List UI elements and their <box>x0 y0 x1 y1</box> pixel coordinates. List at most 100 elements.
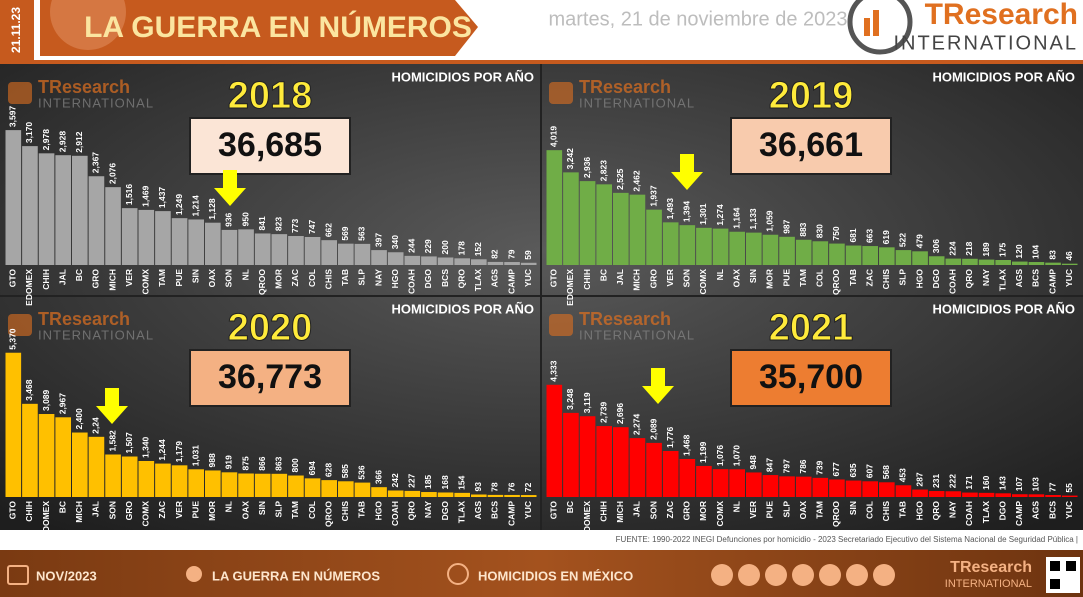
bar <box>1045 262 1061 265</box>
social-icon[interactable] <box>711 564 733 586</box>
value-label: 2,928 <box>57 131 67 153</box>
x-tick-label: COL <box>307 269 317 287</box>
pin-icon <box>186 566 202 582</box>
x-tick-label: CHIH <box>24 501 34 522</box>
x-tick-label: GTO <box>549 269 559 288</box>
value-label: 59 <box>523 250 533 260</box>
value-label: 1,076 <box>715 445 725 467</box>
social-icon[interactable] <box>765 564 787 586</box>
panel-logo-mark <box>549 314 573 336</box>
bar <box>171 465 188 497</box>
panel-logo-mark <box>8 314 32 336</box>
x-tick-label: GRO <box>648 269 658 289</box>
x-tick-label: PUE <box>781 269 791 287</box>
x-tick-label: COMX <box>715 501 725 527</box>
panel-logo-sub: INTERNATIONAL <box>38 95 154 110</box>
bar <box>238 473 254 497</box>
value-label: 2,967 <box>57 393 67 415</box>
bar <box>254 233 271 265</box>
value-label: 77 <box>1047 482 1057 492</box>
x-tick-label: TLAX <box>456 501 466 524</box>
bar <box>729 231 746 265</box>
x-tick-label: QROO <box>831 269 841 295</box>
x-tick-label: OAX <box>731 269 741 288</box>
value-label: 1,128 <box>207 198 217 220</box>
x-tick-label: JAL <box>91 501 101 517</box>
value-label: 662 <box>323 223 333 237</box>
value-label: 1,469 <box>141 185 151 207</box>
value-label: 2,24 <box>91 417 101 434</box>
social-icon[interactable] <box>819 564 841 586</box>
value-label: 453 <box>898 468 908 482</box>
x-tick-label: NL <box>224 501 234 512</box>
x-tick-label: MOR <box>274 269 284 289</box>
value-label: 1,179 <box>174 441 184 463</box>
social-icon[interactable] <box>738 564 760 586</box>
bar <box>862 481 879 497</box>
x-tick-label: SON <box>648 501 658 519</box>
value-label: 120 <box>1014 244 1024 258</box>
x-tick-label: ZAC <box>665 501 675 518</box>
x-tick-label: TAB <box>898 501 908 518</box>
value-label: 2,400 <box>74 408 84 430</box>
x-tick-label: HGO <box>390 269 400 289</box>
footer-series: LA GUERRA EN NÚMEROS <box>212 568 380 583</box>
bar <box>546 384 563 497</box>
x-tick-label: SLP <box>274 501 284 518</box>
x-tick-label: MOR <box>207 501 217 521</box>
bar <box>5 352 22 497</box>
value-label: 522 <box>898 233 908 247</box>
x-tick-label: TAM <box>798 269 808 287</box>
panel-logo-mark <box>549 82 573 104</box>
x-tick-label: JAL <box>57 269 67 285</box>
calendar-icon <box>7 565 29 585</box>
value-label: 948 <box>748 455 758 469</box>
x-tick-label: QRO <box>407 501 417 521</box>
x-tick-label: TAB <box>357 501 367 518</box>
panel-subtitle: HOMICIDIOS POR AÑO <box>391 69 534 84</box>
x-tick-label: BCS <box>490 501 500 519</box>
value-label: 168 <box>440 475 450 489</box>
bar <box>895 250 912 265</box>
x-tick-label: NAY <box>373 269 383 286</box>
value-label: 72 <box>523 482 533 492</box>
chart-title: 2020 <box>228 307 313 349</box>
x-tick-label: EDOMEX <box>24 269 34 306</box>
x-tick-label: SIN <box>257 501 267 515</box>
social-icon[interactable] <box>873 564 895 586</box>
panel-logo: TResearch <box>579 77 671 97</box>
logo-bar <box>864 18 870 36</box>
value-label: 628 <box>323 463 333 477</box>
bar <box>878 247 895 265</box>
chart-title: 2018 <box>228 75 313 117</box>
x-tick-label: VER <box>748 501 758 518</box>
x-tick-label: EDOMEX <box>582 501 592 538</box>
value-label: 747 <box>307 220 317 234</box>
value-label: 2,089 <box>648 418 658 440</box>
x-tick-label: ZAC <box>290 269 300 286</box>
bar <box>779 236 795 265</box>
header-rule <box>0 60 1083 64</box>
bar <box>5 130 22 265</box>
header-date: 21.11.23 <box>9 7 23 53</box>
social-icons <box>711 564 895 586</box>
total-value: 35,700 <box>759 358 863 396</box>
x-tick-label: VER <box>124 269 134 286</box>
bar <box>321 480 338 497</box>
x-tick-label: SIN <box>748 269 758 283</box>
x-tick-label: CHIS <box>881 269 891 290</box>
x-tick-label: TAB <box>340 269 350 286</box>
bar <box>829 243 845 265</box>
bar <box>71 432 88 497</box>
total-value: 36,661 <box>759 126 863 164</box>
bar <box>1028 262 1045 265</box>
social-icon[interactable] <box>846 564 868 586</box>
value-label: 1,468 <box>682 434 692 456</box>
value-label: 1,582 <box>107 430 117 452</box>
value-label: 76 <box>506 482 516 492</box>
value-label: 79 <box>506 249 516 259</box>
qr-mark <box>1050 561 1060 571</box>
value-label: 883 <box>798 222 808 236</box>
social-icon[interactable] <box>792 564 814 586</box>
